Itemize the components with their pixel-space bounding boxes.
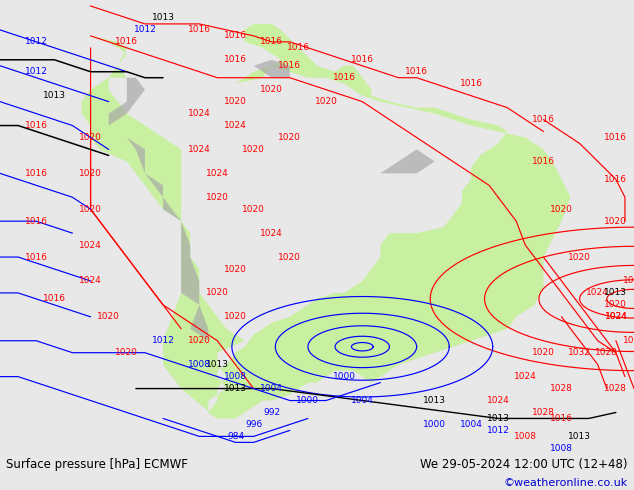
Text: 1020: 1020 (242, 145, 265, 154)
Text: 1020: 1020 (224, 97, 247, 106)
Text: 1013: 1013 (43, 91, 66, 100)
Text: 1008: 1008 (550, 444, 573, 453)
Text: 1004: 1004 (351, 396, 373, 405)
Text: 1016: 1016 (287, 43, 311, 52)
Text: 1020: 1020 (115, 348, 138, 357)
Text: 1024: 1024 (261, 229, 283, 238)
Text: 1016: 1016 (25, 121, 48, 130)
Text: 1016: 1016 (351, 55, 374, 64)
Text: 1016: 1016 (550, 414, 573, 423)
Text: 1020: 1020 (278, 252, 301, 262)
Text: 1008: 1008 (514, 432, 537, 441)
Text: 1016: 1016 (532, 157, 555, 166)
Text: 1016: 1016 (604, 133, 628, 142)
Text: 1013: 1013 (152, 13, 174, 23)
Polygon shape (108, 78, 209, 341)
Text: 1020: 1020 (242, 205, 265, 214)
Text: Surface pressure [hPa] ECMWF: Surface pressure [hPa] ECMWF (6, 458, 188, 471)
Text: 1032: 1032 (623, 336, 634, 345)
Text: 1000: 1000 (297, 396, 320, 405)
Text: 1028: 1028 (532, 408, 555, 417)
Text: 1016: 1016 (405, 67, 428, 76)
Text: 1013: 1013 (487, 414, 510, 423)
Text: 1020: 1020 (261, 85, 283, 94)
Text: 1020: 1020 (278, 133, 301, 142)
Text: 1016: 1016 (43, 294, 66, 303)
Text: 1020: 1020 (532, 348, 555, 357)
Text: 1028: 1028 (595, 348, 618, 357)
Text: 1012: 1012 (152, 336, 174, 345)
Text: 1024: 1024 (206, 169, 229, 178)
Text: 1013: 1013 (568, 432, 591, 441)
Text: 1020: 1020 (188, 336, 210, 345)
Text: 1016: 1016 (25, 169, 48, 178)
Text: 1008: 1008 (224, 372, 247, 381)
Text: 1016: 1016 (188, 25, 210, 34)
Text: 1024: 1024 (586, 289, 609, 297)
Text: 1028: 1028 (550, 384, 573, 393)
Text: ©weatheronline.co.uk: ©weatheronline.co.uk (503, 477, 628, 488)
Text: 1016: 1016 (278, 61, 301, 70)
Text: 1028: 1028 (604, 384, 627, 393)
Text: 1012: 1012 (25, 67, 48, 76)
Text: 1024: 1024 (514, 372, 537, 381)
Text: 1020: 1020 (97, 312, 120, 321)
Text: 1020: 1020 (79, 133, 102, 142)
Text: 1016: 1016 (115, 37, 138, 47)
Text: 1024: 1024 (79, 276, 102, 286)
Text: 1020: 1020 (604, 300, 627, 309)
Text: 1024: 1024 (188, 145, 210, 154)
Text: 1024: 1024 (79, 241, 102, 249)
Text: 1016: 1016 (604, 175, 628, 184)
Text: 1013: 1013 (206, 360, 229, 369)
Text: 1012: 1012 (134, 25, 157, 34)
Text: 1013: 1013 (424, 396, 446, 405)
Text: 1016: 1016 (224, 31, 247, 40)
Text: 1032: 1032 (568, 348, 591, 357)
Text: 984: 984 (227, 432, 244, 441)
Text: 1020: 1020 (79, 169, 102, 178)
Text: 1020: 1020 (550, 205, 573, 214)
Polygon shape (380, 149, 435, 173)
Text: 1020: 1020 (206, 193, 229, 202)
Text: 1024: 1024 (224, 121, 247, 130)
Text: 1013: 1013 (604, 289, 628, 297)
Text: 1004: 1004 (460, 420, 482, 429)
Text: We 29-05-2024 12:00 UTC (12+48): We 29-05-2024 12:00 UTC (12+48) (420, 458, 628, 471)
Text: 1016: 1016 (25, 252, 48, 262)
Text: 1020: 1020 (79, 205, 102, 214)
Text: 1008: 1008 (188, 360, 210, 369)
Text: 1000: 1000 (333, 372, 356, 381)
Text: 1024: 1024 (188, 109, 210, 118)
Text: 1028: 1028 (623, 276, 634, 286)
Text: 1016: 1016 (333, 73, 356, 82)
Text: 1020: 1020 (224, 265, 247, 273)
Text: 1024: 1024 (604, 312, 627, 321)
Polygon shape (254, 60, 290, 78)
Text: 1024: 1024 (604, 312, 627, 321)
Text: 1012: 1012 (25, 37, 48, 47)
Text: 1016: 1016 (25, 217, 48, 226)
Text: 992: 992 (263, 408, 280, 417)
Text: 1004: 1004 (261, 384, 283, 393)
Text: 1016: 1016 (532, 115, 555, 124)
Text: 1024: 1024 (487, 396, 510, 405)
Polygon shape (82, 24, 571, 418)
Text: 1020: 1020 (206, 289, 229, 297)
Text: 1012: 1012 (487, 426, 510, 435)
Text: 1020: 1020 (568, 252, 591, 262)
Text: 1016: 1016 (260, 37, 283, 47)
Text: 996: 996 (245, 420, 262, 429)
Text: 1020: 1020 (224, 312, 247, 321)
Text: 1020: 1020 (314, 97, 337, 106)
Text: 1020: 1020 (604, 217, 627, 226)
Text: 1013: 1013 (224, 384, 247, 393)
Text: 1000: 1000 (424, 420, 446, 429)
Text: 1016: 1016 (224, 55, 247, 64)
Text: 1016: 1016 (460, 79, 482, 88)
